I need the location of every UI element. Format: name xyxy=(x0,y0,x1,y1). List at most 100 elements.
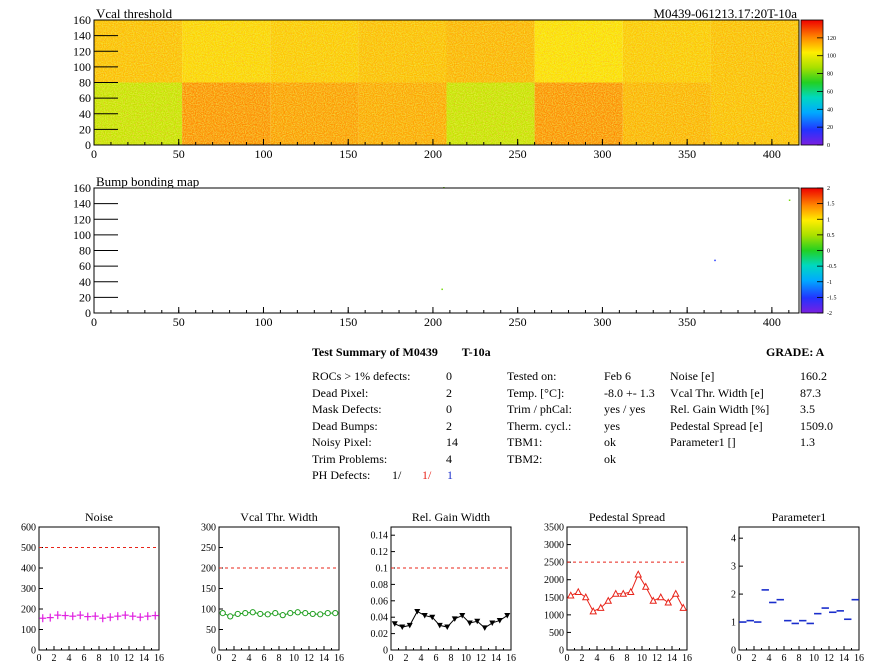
summary-row-value: 4 xyxy=(446,451,452,466)
x-tick-label: 4 xyxy=(595,653,600,664)
x-tick-label: 250 xyxy=(509,147,527,161)
data-point xyxy=(429,614,436,621)
y-tick-label: 40 xyxy=(79,275,91,289)
y-tick-label: 600 xyxy=(21,523,36,534)
x-tick-label: 2 xyxy=(580,653,585,664)
ph-defects-value-1: 1/ xyxy=(392,468,402,482)
ph-defects-value-2: 1/ xyxy=(422,468,432,482)
x-tick-label: 10 xyxy=(461,653,471,664)
summary-row-label: Noise [e] xyxy=(670,369,715,383)
x-tick-label: 300 xyxy=(593,147,611,161)
y-tick-label: 100 xyxy=(201,605,216,616)
x-tick-label: 150 xyxy=(339,147,357,161)
x-tick-label: 16 xyxy=(682,653,692,664)
y-tick-label: 500 xyxy=(21,543,36,554)
y-tick-label: 0.06 xyxy=(371,596,389,607)
x-tick-label: 10 xyxy=(637,653,647,664)
data-point xyxy=(391,621,398,627)
x-tick-label: 16 xyxy=(506,653,516,664)
x-tick-label: 0 xyxy=(565,653,570,664)
summary-temperature-label: T-10a xyxy=(461,345,491,359)
y-tick-label: 50 xyxy=(206,625,216,636)
y-tick-label: 250 xyxy=(201,543,216,554)
x-tick-label: 0 xyxy=(217,653,222,664)
data-point xyxy=(421,613,428,619)
series-line xyxy=(222,611,336,617)
x-tick-label: 16 xyxy=(854,653,864,664)
x-tick-label: 400 xyxy=(763,315,781,329)
summary-row: Dead Pixel: 2 xyxy=(312,385,462,402)
summary-row: Vcal Thr. Width [e] 87.3 xyxy=(670,385,840,402)
data-point xyxy=(444,624,451,631)
data-point xyxy=(641,582,650,590)
y-tick-label: 0 xyxy=(211,646,216,657)
x-tick-label: 350 xyxy=(678,315,696,329)
summary-row-label: Dead Pixel: xyxy=(312,385,369,400)
x-tick-label: 0 xyxy=(91,315,97,329)
chart-corner-label: M0439-061213.17:20T-10a xyxy=(653,6,797,21)
vcal-threshold-map: 0 50 100 150 200 250 300 350 4000204060801001201… xyxy=(73,6,836,161)
y-tick-label: 120 xyxy=(73,44,91,58)
summary-row-value: -8.0 +- 1.3 xyxy=(604,385,655,400)
summary-row-label: Vcal Thr. Width [e] xyxy=(670,385,764,400)
test-conditions-list: Tested on: Feb 6 Temp. [°C]: -8.0 +- 1.3 Tri… xyxy=(507,368,667,467)
y-tick-label: 1000 xyxy=(544,610,564,621)
x-tick-label: 8 xyxy=(277,653,282,664)
summary-row-value: 160.2 xyxy=(800,369,827,383)
data-point xyxy=(272,610,279,617)
data-point xyxy=(264,611,271,618)
x-tick-label: 0 xyxy=(91,147,97,161)
x-tick-label: 6 xyxy=(82,653,87,664)
data-point xyxy=(634,570,643,578)
color-scale-bar xyxy=(800,19,824,146)
x-tick-label: 12 xyxy=(476,653,486,664)
y-tick-label: 3500 xyxy=(544,523,564,534)
plot-frame xyxy=(738,526,860,651)
x-tick-label: 200 xyxy=(424,147,442,161)
y-tick-label: 500 xyxy=(549,628,564,639)
data-point xyxy=(406,622,413,629)
x-tick-label: 100 xyxy=(254,315,272,329)
x-tick-label: 12 xyxy=(124,653,134,664)
y-tick-label: 100 xyxy=(73,228,91,242)
data-point xyxy=(581,593,590,601)
y-tick-label: 0 xyxy=(731,646,736,657)
summary-row-label: TBM2: xyxy=(507,451,543,466)
y-tick-label: 140 xyxy=(73,197,91,211)
summary-row-value: yes xyxy=(604,418,620,433)
summary-row: Trim / phCal: yes / yes xyxy=(507,401,667,418)
x-tick-label: 0 xyxy=(389,653,394,664)
summary-row-label: Pedestal Spread [e] xyxy=(670,418,763,433)
x-tick-label: 6 xyxy=(434,653,439,664)
x-tick-label: 12 xyxy=(824,653,834,664)
y-tick-label: 20 xyxy=(79,290,91,304)
y-tick-label: 0.04 xyxy=(371,613,389,624)
y-tick-label: 0.08 xyxy=(371,580,389,591)
y-tick-label: 0 xyxy=(85,306,91,320)
color-scale-label: 1.5 xyxy=(827,202,835,208)
x-tick-label: 300 xyxy=(593,315,611,329)
summary-row: Rel. Gain Width [%] 3.5 xyxy=(670,401,840,418)
summary-row: Noisy Pixel: 14 xyxy=(312,434,462,451)
data-point xyxy=(302,610,309,617)
data-point xyxy=(466,620,473,626)
plot-title: Rel. Gain Width xyxy=(412,510,490,524)
chart-title: Bump bonding map xyxy=(96,174,199,189)
series-line xyxy=(394,610,508,629)
y-tick-label: 0 xyxy=(85,138,91,152)
y-tick-label: 0 xyxy=(559,646,564,657)
y-tick-label: 120 xyxy=(73,212,91,226)
y-tick-label: 0.02 xyxy=(371,629,389,640)
x-tick-label: 10 xyxy=(809,653,819,664)
data-point xyxy=(604,596,613,604)
x-tick-label: 10 xyxy=(289,653,299,664)
ph-defects-label: PH Defects: xyxy=(312,468,371,482)
x-tick-label: 8 xyxy=(625,653,630,664)
series-line xyxy=(570,573,684,612)
data-point xyxy=(619,589,628,597)
summary-row-label: Noisy Pixel: xyxy=(312,435,372,449)
data-point xyxy=(574,587,583,596)
bump-defect-point xyxy=(714,259,716,262)
